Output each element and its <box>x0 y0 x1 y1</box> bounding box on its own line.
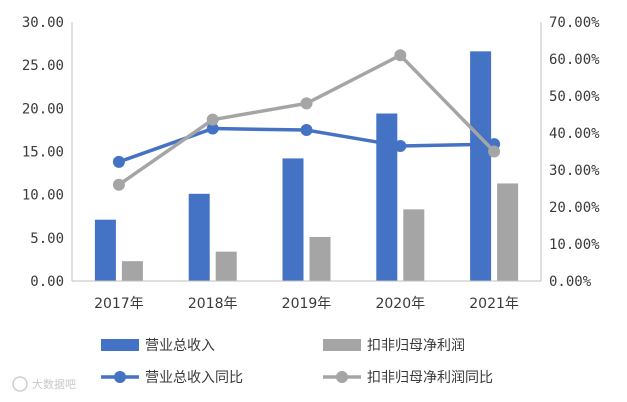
series-line <box>117 53 496 187</box>
y-left-tick-label: 0.00 <box>30 274 64 290</box>
bar <box>188 193 210 281</box>
y-right-tick-label: 10.00% <box>549 237 600 253</box>
watermark-text: 大数据吧 <box>32 377 76 391</box>
series-point <box>112 178 125 191</box>
bar <box>470 51 492 281</box>
y-right-tick-label: 60.00% <box>549 52 600 68</box>
bar <box>403 209 425 281</box>
y-right-tick-label: 30.00% <box>549 163 600 179</box>
y-right-tick-label: 20.00% <box>549 200 600 216</box>
series-point <box>488 145 501 158</box>
bar <box>121 261 143 281</box>
bar <box>94 219 116 281</box>
watermark: 大数据吧 <box>12 376 76 392</box>
y-left-tick-label: 15.00 <box>22 145 64 161</box>
axes: 0.00 5.00 10.00 15.00 20.00 25.00 30.00 0.00% 10… <box>22 15 600 312</box>
plot-area <box>94 49 519 281</box>
bar <box>497 183 519 281</box>
x-tick-label: 2021年 <box>469 296 519 312</box>
x-tick-label: 2020年 <box>375 296 425 312</box>
series-point <box>206 122 219 135</box>
watermark-logo-icon <box>12 376 28 392</box>
series-point <box>394 139 407 152</box>
x-tick-label: 2019年 <box>282 296 332 312</box>
legend-label: 扣非归母净利润 <box>367 337 465 354</box>
legend-label: 营业总收入 <box>145 338 215 354</box>
y-right-tick-label: 40.00% <box>549 126 600 142</box>
bar <box>282 158 304 281</box>
legend-swatch <box>323 339 361 351</box>
series-point <box>112 155 125 168</box>
series-point <box>300 124 313 137</box>
series-point <box>206 113 219 126</box>
y-left-tick-label: 25.00 <box>22 58 64 74</box>
legend-swatch <box>101 339 139 351</box>
bar <box>309 236 331 281</box>
y-right-tick-label: 0.00% <box>549 274 592 290</box>
x-tick-label: 2018年 <box>188 296 238 312</box>
legend-label: 扣非归母净利润同比 <box>367 369 493 386</box>
y-right-tick-label: 50.00% <box>549 89 600 105</box>
bar <box>376 113 398 281</box>
bar <box>215 251 237 281</box>
y-left-tick-label: 20.00 <box>22 101 64 117</box>
legend-marker <box>114 371 126 383</box>
series-point <box>300 97 313 110</box>
y-left-tick-label: 30.00 <box>22 15 64 31</box>
y-right-tick-label: 70.00% <box>549 15 600 31</box>
x-tick-label: 2017年 <box>94 296 144 312</box>
y-left-tick-label: 5.00 <box>30 231 64 247</box>
legend-label: 营业总收入同比 <box>145 370 243 386</box>
series-point <box>394 49 407 62</box>
y-left-tick-label: 10.00 <box>22 188 64 204</box>
legend-marker <box>336 371 348 383</box>
